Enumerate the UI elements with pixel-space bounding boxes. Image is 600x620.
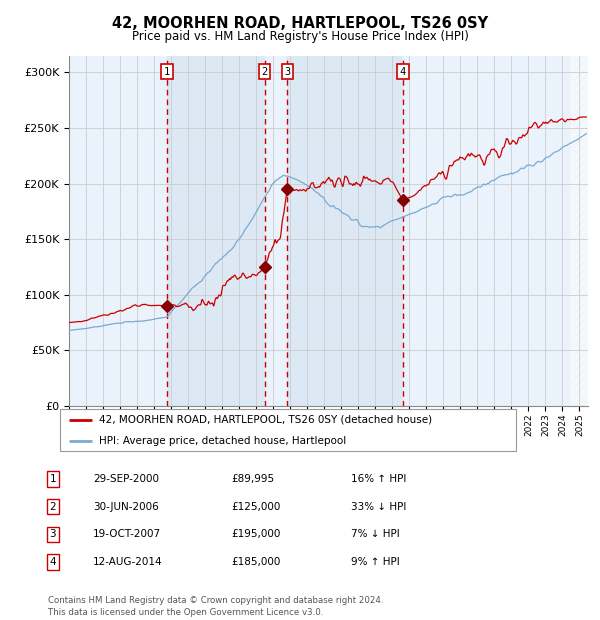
Text: 19-OCT-2007: 19-OCT-2007 [93,529,161,539]
Text: 42, MOORHEN ROAD, HARTLEPOOL, TS26 0SY: 42, MOORHEN ROAD, HARTLEPOOL, TS26 0SY [112,16,488,30]
Text: 9% ↑ HPI: 9% ↑ HPI [351,557,400,567]
Text: 4: 4 [400,66,406,76]
Text: 3: 3 [284,66,290,76]
Bar [69,56,167,406]
Text: 4: 4 [49,557,56,567]
Text: Contains HM Land Registry data © Crown copyright and database right 2024.
This d: Contains HM Land Registry data © Crown c… [48,596,383,617]
Text: 1: 1 [164,66,170,76]
Text: Price paid vs. HM Land Registry's House Price Index (HPI): Price paid vs. HM Land Registry's House … [131,30,469,43]
Text: 29-SEP-2000: 29-SEP-2000 [93,474,159,484]
Text: 12-AUG-2014: 12-AUG-2014 [93,557,163,567]
Bar [167,56,265,406]
Text: 30-JUN-2006: 30-JUN-2006 [93,502,159,512]
Text: HPI: Average price, detached house, Hartlepool: HPI: Average price, detached house, Hart… [99,436,346,446]
Text: £89,995: £89,995 [231,474,274,484]
Bar [571,56,588,406]
Text: 16% ↑ HPI: 16% ↑ HPI [351,474,406,484]
Text: 33% ↓ HPI: 33% ↓ HPI [351,502,406,512]
Bar [287,56,403,406]
Text: 3: 3 [49,529,56,539]
FancyBboxPatch shape [60,409,516,451]
Text: £195,000: £195,000 [231,529,280,539]
Text: £185,000: £185,000 [231,557,280,567]
Bar [403,56,571,406]
Text: £125,000: £125,000 [231,502,280,512]
Text: 42, MOORHEN ROAD, HARTLEPOOL, TS26 0SY (detached house): 42, MOORHEN ROAD, HARTLEPOOL, TS26 0SY (… [99,415,432,425]
Text: 7% ↓ HPI: 7% ↓ HPI [351,529,400,539]
Text: 1: 1 [49,474,56,484]
Bar [265,56,287,406]
Text: 2: 2 [262,66,268,76]
Text: 2: 2 [49,502,56,512]
